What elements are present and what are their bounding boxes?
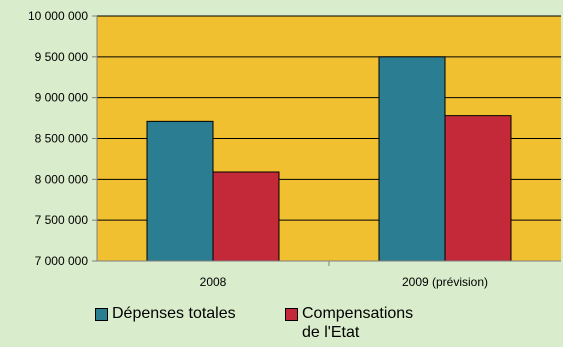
x-tick-labels: 2008 2009 (prévision) xyxy=(200,261,488,289)
legend-item-depenses: Dépenses totales xyxy=(95,304,265,342)
legend: Dépenses totales Compensations de l'Etat xyxy=(95,304,455,342)
y-tick-label: 7 000 000 xyxy=(35,254,89,268)
legend-item-compensations: Compensations de l'Etat xyxy=(285,304,455,342)
legend-label-compensations: Compensations de l'Etat xyxy=(302,305,414,341)
bar-compensations-0 xyxy=(212,171,280,262)
x-tick-label: 2009 (prévision) xyxy=(402,275,488,289)
bar-depenses-1 xyxy=(378,56,446,262)
y-tick-label: 10 000 000 xyxy=(28,9,88,23)
legend-label-depenses: Dépenses totales xyxy=(112,305,236,322)
y-tick-labels: 7 000 000 7 500 000 8 000 000 8 500 000 9 00… xyxy=(28,9,97,268)
y-tick-label: 8 500 000 xyxy=(35,132,89,146)
y-tick-label: 9 000 000 xyxy=(35,91,89,105)
y-tick-label: 7 500 000 xyxy=(35,213,89,227)
legend-swatch-compensations xyxy=(285,308,298,321)
legend-swatch-depenses xyxy=(95,308,108,321)
bar-compensations-1 xyxy=(444,115,512,262)
y-tick-label: 8 000 000 xyxy=(35,172,89,186)
bar-depenses-0 xyxy=(146,120,214,262)
y-tick-label: 9 500 000 xyxy=(35,50,89,64)
x-tick-label: 2008 xyxy=(200,275,227,289)
